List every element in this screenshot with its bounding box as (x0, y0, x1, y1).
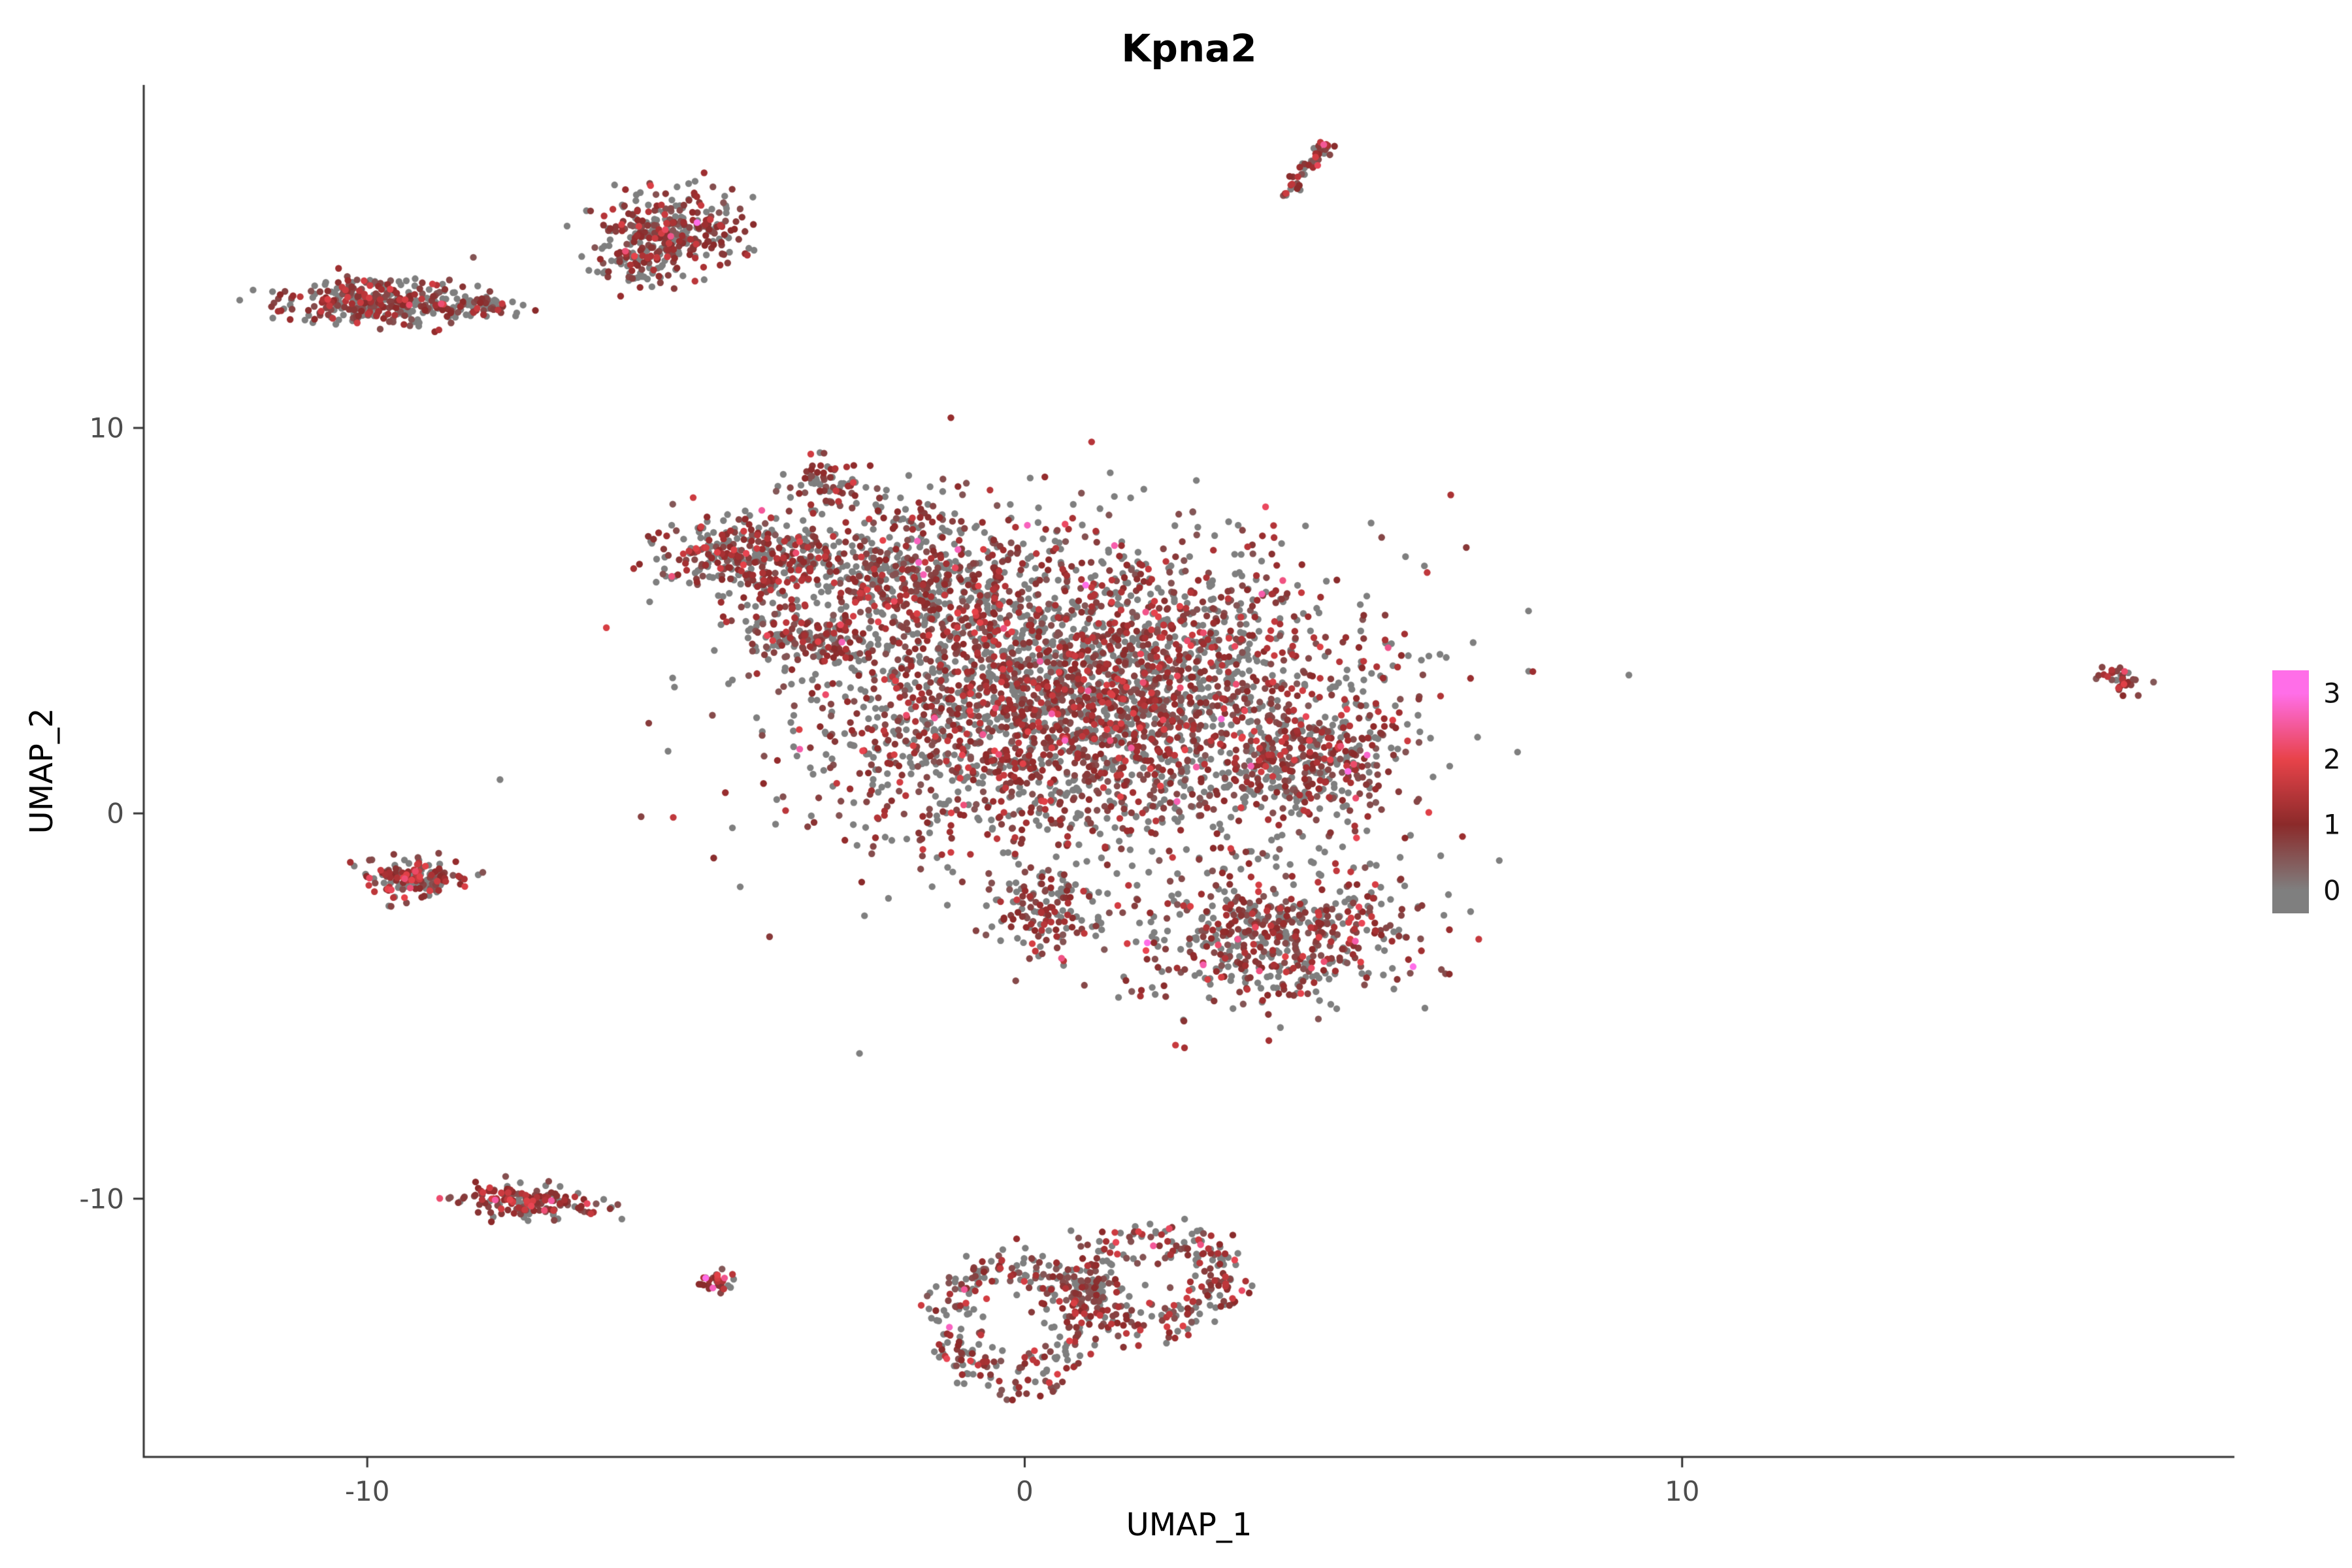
y-tick-label: 10 (89, 412, 124, 444)
colorbar-tick-label: 1 (2323, 808, 2341, 841)
colorbar-tick-label: 3 (2323, 677, 2341, 710)
colorbar-gradient (2272, 670, 2309, 913)
colorbar-tick-label: 2 (2323, 743, 2341, 776)
plot-title: Kpna2 (1121, 26, 1257, 71)
y-tick-label: -10 (79, 1183, 124, 1215)
y-axis-label: UMAP_2 (24, 708, 60, 834)
y-tick-label: 0 (106, 797, 124, 830)
x-tick-label: -10 (344, 1475, 390, 1507)
colorbar-tick-label: 0 (2323, 874, 2341, 907)
x-tick-label: 0 (1016, 1475, 1034, 1507)
x-tick-label: 10 (1664, 1475, 1700, 1507)
x-axis-label: UMAP_1 (1126, 1507, 1252, 1543)
